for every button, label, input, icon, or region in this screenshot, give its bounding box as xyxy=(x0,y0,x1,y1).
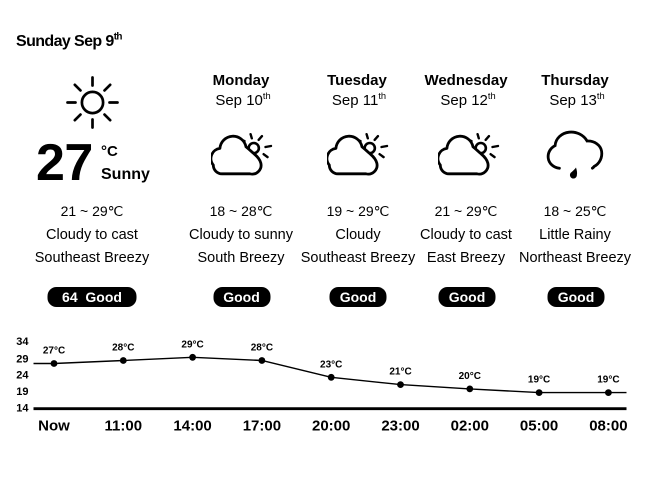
svg-text:29: 29 xyxy=(16,353,28,365)
svg-text:20:00: 20:00 xyxy=(312,417,350,434)
svg-text:23°C: 23°C xyxy=(320,359,342,370)
svg-text:20°C: 20°C xyxy=(459,371,481,382)
svg-text:29°C: 29°C xyxy=(181,339,203,350)
svg-text:28°C: 28°C xyxy=(251,343,273,354)
svg-text:24: 24 xyxy=(16,370,29,382)
svg-text:21°C: 21°C xyxy=(389,367,411,378)
svg-text:11:00: 11:00 xyxy=(105,417,143,434)
svg-text:19: 19 xyxy=(16,386,28,398)
svg-text:23:00: 23:00 xyxy=(381,417,419,434)
svg-text:19°C: 19°C xyxy=(597,375,619,386)
svg-text:05:00: 05:00 xyxy=(520,417,558,434)
svg-text:19°C: 19°C xyxy=(528,375,550,386)
svg-text:Now: Now xyxy=(38,417,70,434)
svg-text:08:00: 08:00 xyxy=(589,417,627,434)
svg-text:17:00: 17:00 xyxy=(243,417,281,434)
svg-text:28°C: 28°C xyxy=(112,343,134,354)
svg-text:14: 14 xyxy=(16,403,29,415)
svg-text:02:00: 02:00 xyxy=(451,417,489,434)
svg-text:34: 34 xyxy=(16,336,29,348)
svg-text:14:00: 14:00 xyxy=(173,417,211,434)
svg-text:27°C: 27°C xyxy=(43,346,65,357)
